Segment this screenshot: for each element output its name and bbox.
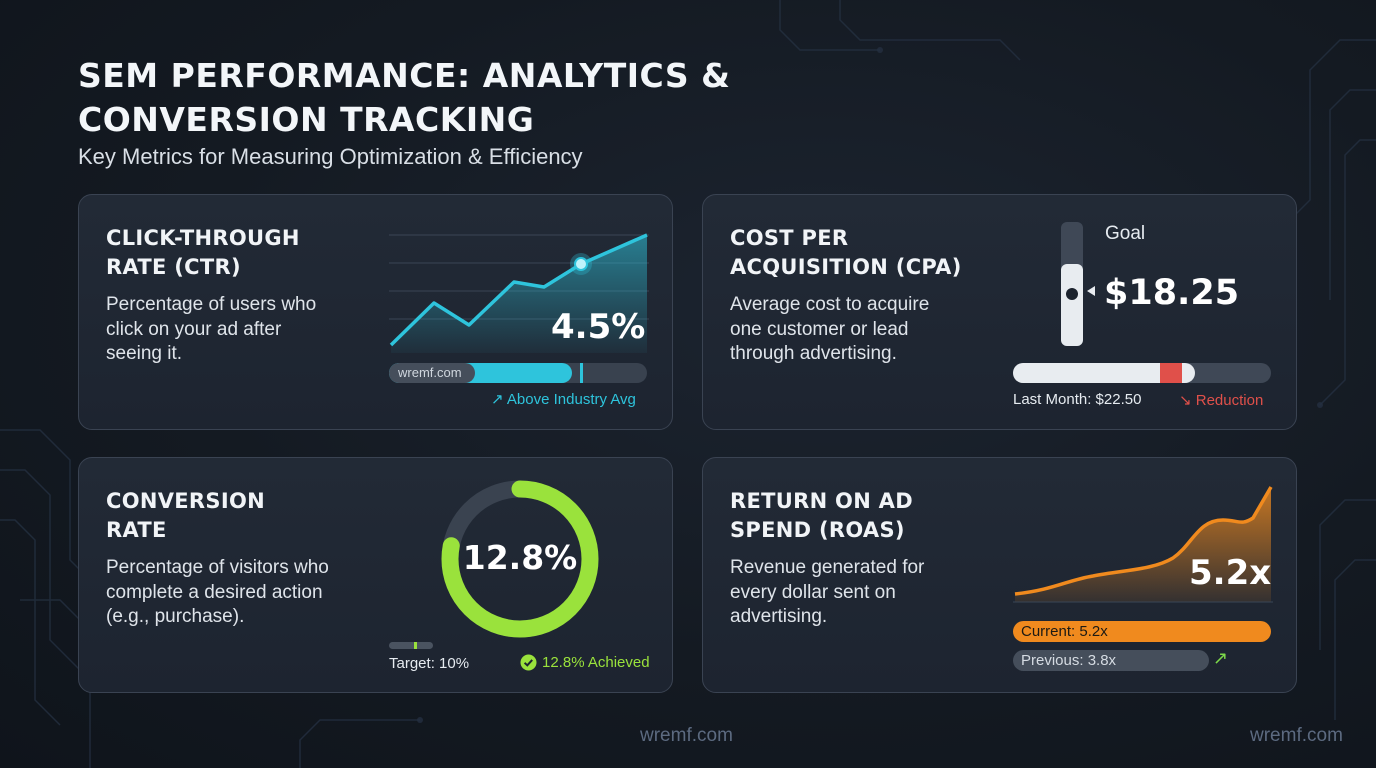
conversion-desc-line-2: complete a desired action	[106, 581, 323, 603]
ctr-trend: ↗ Above Industry Avg	[491, 390, 636, 408]
watermark-right: wremf.com	[1250, 725, 1343, 746]
conversion-title-line-2: RATE	[106, 518, 167, 542]
roas-desc-line-3: advertising.	[730, 606, 828, 627]
ctr-title-line-2: RATE (CTR)	[106, 255, 241, 279]
check-circle-icon	[520, 654, 537, 671]
ctr-title-line-1: CLICK-THROUGH	[106, 226, 300, 250]
cpa-comparison-fill	[1013, 363, 1195, 383]
cpa-desc-line-3: through advertising.	[730, 343, 897, 364]
cpa-pointer-icon	[1087, 286, 1095, 296]
cpa-gauge-knob	[1066, 288, 1078, 300]
conversion-description: Percentage of visitors who complete a de…	[106, 556, 366, 630]
cpa-gauge-fill	[1061, 264, 1083, 346]
conversion-desc-line-1: Percentage of visitors who	[106, 557, 329, 578]
page-subtitle: Key Metrics for Measuring Optimization &…	[78, 144, 583, 169]
roas-desc-line-1: Revenue generated for	[730, 557, 925, 578]
page-title-line-2: CONVERSION TRACKING	[78, 100, 535, 139]
cpa-vertical-gauge	[1061, 222, 1083, 346]
cpa-desc-line-1: Average cost to acquire	[730, 294, 930, 315]
conversion-desc-line-3: (e.g., purchase).	[106, 606, 245, 627]
ctr-card-title: CLICK-THROUGH RATE (CTR)	[106, 224, 366, 282]
ctr-bar-label: wremf.com	[398, 365, 462, 380]
roas-current-bar: Current: 5.2x	[1013, 621, 1271, 642]
roas-card: RETURN ON AD SPEND (ROAS) Revenue genera…	[702, 457, 1297, 693]
conversion-donut-chart	[441, 480, 599, 638]
roas-chart-area	[1015, 487, 1271, 602]
watermark-center: wremf.com	[640, 725, 733, 746]
roas-title-line-1: RETURN ON AD	[730, 489, 913, 513]
donut-progress-arc	[441, 480, 599, 638]
arrow-down-right-icon: ↘	[1179, 392, 1192, 409]
ctr-description: Percentage of users who click on your ad…	[106, 293, 366, 367]
conversion-value: 12.8%	[462, 538, 578, 577]
cpa-reduction-segment	[1160, 363, 1182, 383]
cpa-desc-line-2: one customer or lead	[730, 318, 909, 340]
roas-title-line-2: SPEND (ROAS)	[730, 518, 905, 542]
conversion-target-label: Target: 10%	[389, 655, 470, 672]
conversion-target-bar	[389, 642, 433, 649]
cpa-title-line-2: ACQUISITION (CPA)	[730, 255, 962, 279]
roas-previous-bar: Previous: 3.8x	[1013, 650, 1209, 671]
roas-description: Revenue generated for every dollar sent …	[730, 556, 990, 630]
ctr-progress-bar: wremf.com	[389, 363, 647, 383]
roas-card-title: RETURN ON AD SPEND (ROAS)	[730, 487, 990, 545]
conversion-achieved: 12.8% Achieved	[520, 654, 650, 671]
ctr-bar-label-pill	[389, 363, 475, 383]
roas-value: 5.2x	[1189, 553, 1272, 593]
ctr-desc-line-3: seeing it.	[106, 343, 183, 364]
conversion-achieved-label: 12.8% Achieved	[542, 654, 650, 671]
roas-growth-chart	[1013, 486, 1273, 603]
roas-desc-line-2: every dollar sent on	[730, 581, 896, 603]
cpa-goal-label: Goal	[1105, 223, 1146, 244]
cpa-last-month-label: Last Month: $22.50	[1013, 391, 1142, 408]
ctr-desc-line-1: Percentage of users who	[106, 294, 317, 315]
arrow-up-right-icon: ↗	[491, 391, 504, 408]
ctr-desc-line-2: click on your ad after	[106, 318, 282, 340]
cpa-description: Average cost to acquire one customer or …	[730, 293, 990, 367]
cpa-trend: ↘ Reduction	[1179, 391, 1263, 409]
cpa-card-title: COST PER ACQUISITION (CPA)	[730, 224, 990, 282]
conversion-card-title: CONVERSION RATE	[106, 487, 366, 545]
page-title-line-1: SEM PERFORMANCE: ANALYTICS &	[78, 56, 731, 95]
ctr-value: 4.5%	[551, 307, 646, 347]
ctr-card: CLICK-THROUGH RATE (CTR) Percentage of u…	[78, 194, 673, 430]
cpa-comparison-bar	[1013, 363, 1271, 383]
ctr-trend-chart	[389, 233, 649, 353]
conversion-target-marker	[414, 642, 417, 649]
conversion-title-line-1: CONVERSION	[106, 489, 265, 513]
arrow-up-right-icon: ↗	[1213, 648, 1229, 668]
cpa-card: COST PER ACQUISITION (CPA) Average cost …	[702, 194, 1297, 430]
roas-current-label: Current: 5.2x	[1021, 623, 1108, 640]
ctr-benchmark-marker	[580, 363, 583, 383]
roas-previous-label: Previous: 3.8x	[1021, 652, 1117, 669]
roas-chart-line	[1014, 486, 1273, 596]
cpa-title-line-1: COST PER	[730, 226, 849, 250]
cpa-trend-label: Reduction	[1195, 392, 1264, 409]
ctr-trend-label: Above Industry Avg	[506, 391, 636, 408]
conversion-card: CONVERSION RATE Percentage of visitors w…	[78, 457, 673, 693]
page-title: SEM PERFORMANCE: ANALYTICS & CONVERSION …	[78, 54, 730, 142]
cpa-value: $18.25	[1104, 273, 1240, 313]
